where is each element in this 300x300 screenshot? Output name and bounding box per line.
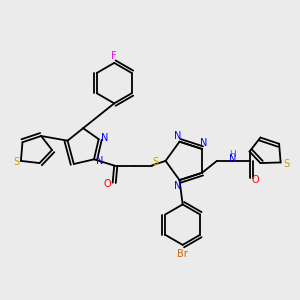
Text: Br: Br <box>177 249 188 259</box>
Text: H: H <box>229 149 236 158</box>
Text: S: S <box>13 158 19 167</box>
Text: F: F <box>111 51 117 61</box>
Text: N: N <box>174 181 182 191</box>
Text: N: N <box>100 133 108 142</box>
Text: O: O <box>103 179 111 189</box>
Text: N: N <box>229 154 236 164</box>
Text: S: S <box>152 158 158 167</box>
Text: S: S <box>283 159 289 169</box>
Text: N: N <box>200 138 207 148</box>
Text: N: N <box>96 156 103 166</box>
Text: N: N <box>174 131 182 141</box>
Text: O: O <box>251 175 259 184</box>
